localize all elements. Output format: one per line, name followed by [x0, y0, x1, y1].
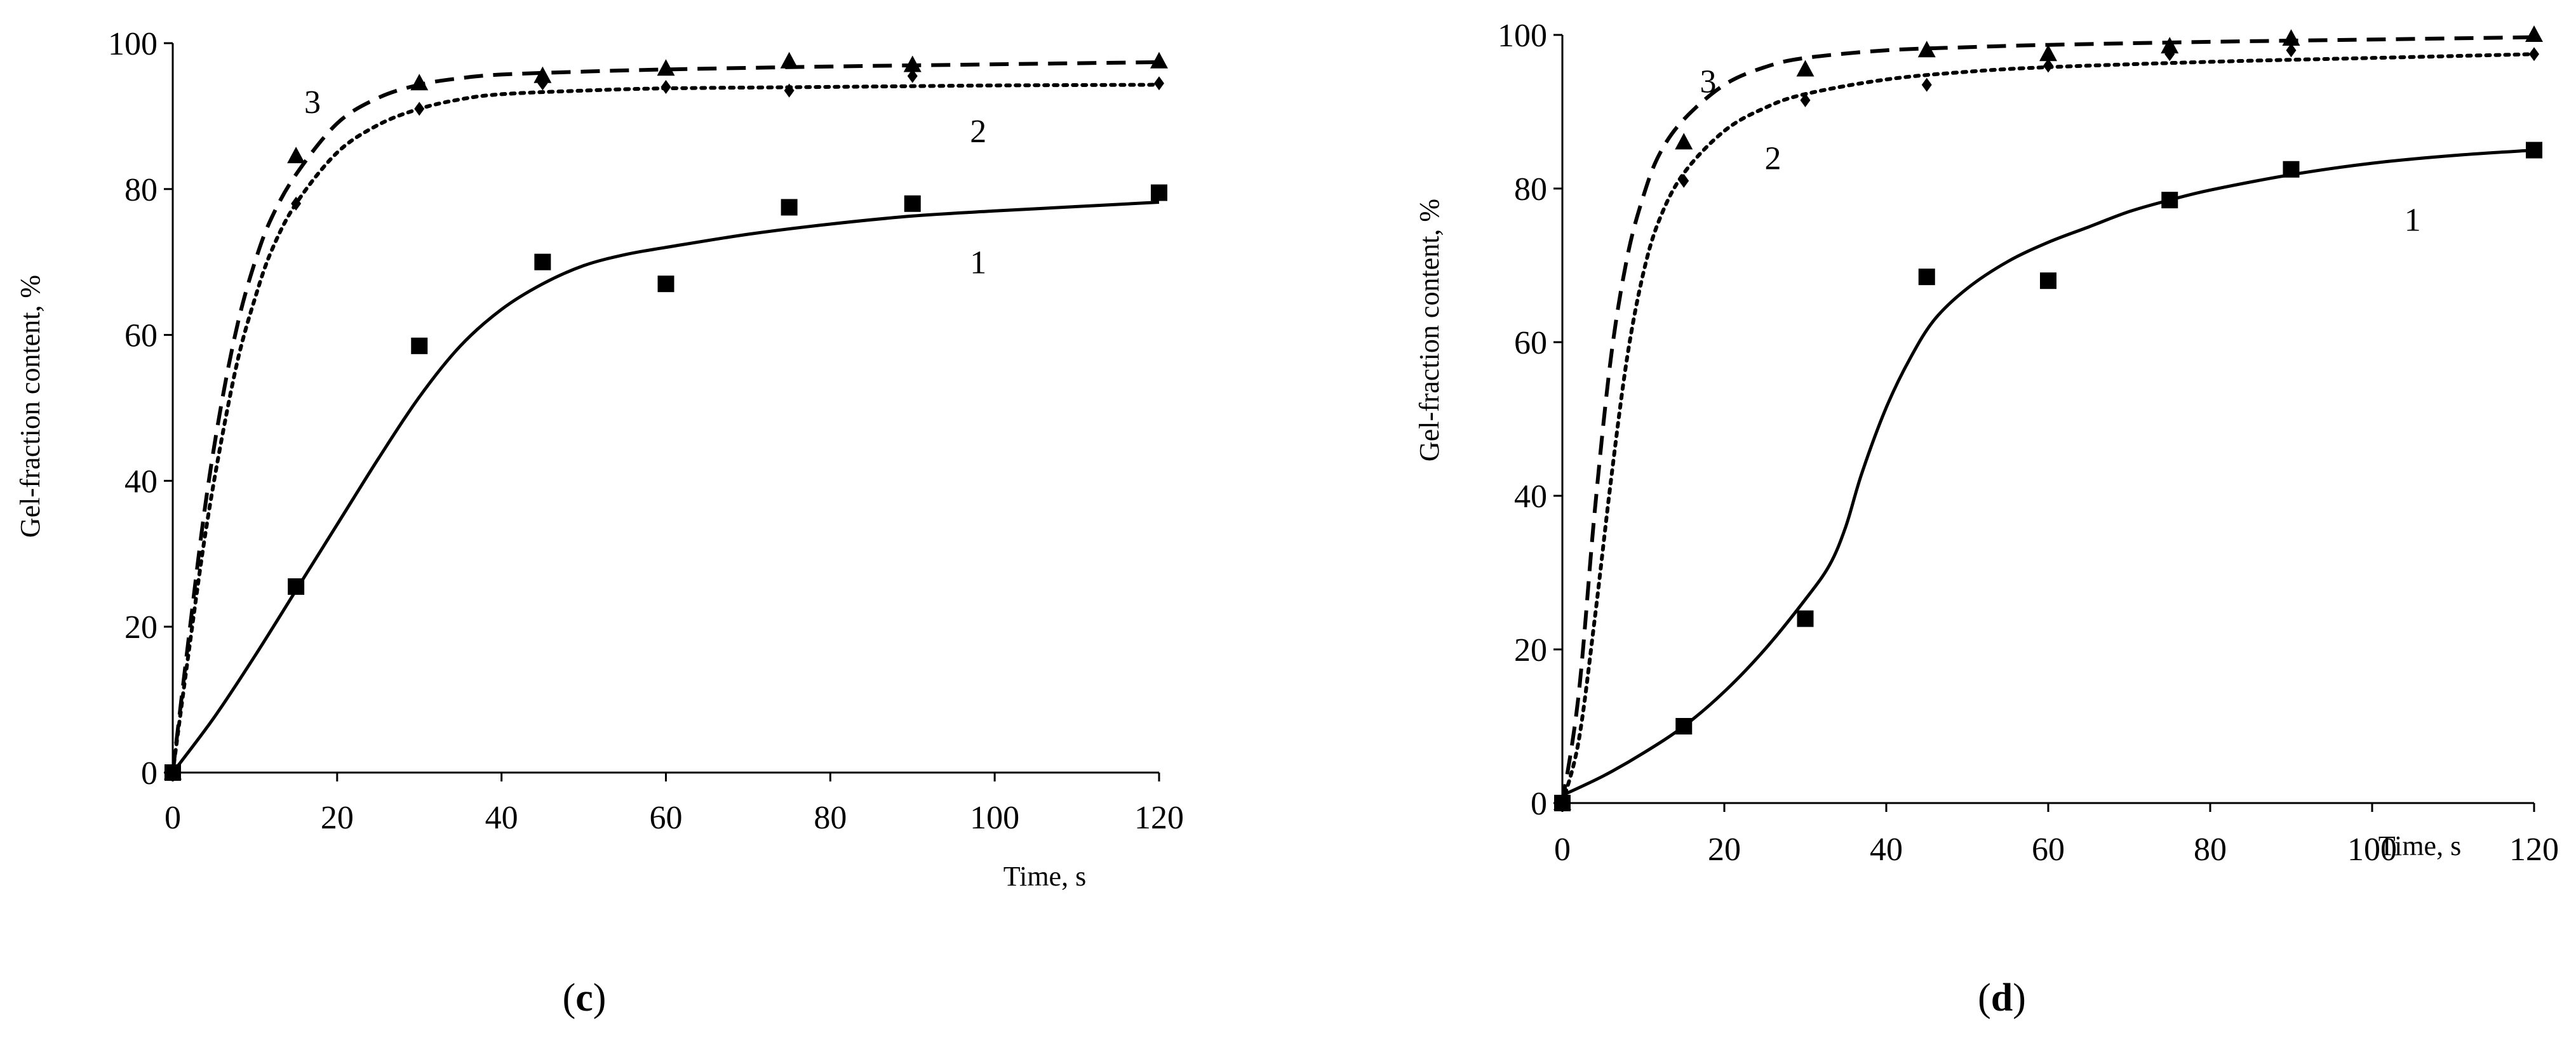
chart-c-ytick-label-20: 20	[124, 609, 158, 646]
chart-d-series-3-point-4	[2039, 44, 2057, 62]
chart-panel-c: 1 2 3 0 20 40 60 80 100 0 20 40 60 80 100 120 Gel-frac…	[15, 26, 1184, 1020]
chart-d-series-3-point-3	[1917, 41, 1936, 58]
chart-d-panel-letter: d	[1991, 976, 2013, 1020]
chart-c-series-1-point-3	[534, 253, 551, 270]
chart-c-series-2-point-2	[414, 102, 425, 116]
chart-c-series-2-point-4	[661, 79, 671, 94]
chart-c-ytick-label-80: 80	[124, 172, 158, 208]
chart-d-curve-label-1: 1	[2405, 202, 2421, 238]
chart-c-series-3	[164, 51, 1168, 780]
chart-d-xtick-label-60: 60	[2032, 832, 2065, 868]
chart-c-series-1-point-1	[288, 578, 305, 595]
chart-c-curve-label-1: 1	[970, 245, 986, 281]
chart-c-series-2-point-1	[291, 196, 302, 211]
chart-c-series-2-point-7	[1154, 76, 1164, 91]
chart-c-series-2-fit-line	[171, 83, 1161, 774]
chart-d-series-3-fit-line	[1560, 35, 2535, 804]
chart-c-series-1-point-2	[411, 337, 428, 354]
chart-d-series-3-point-1	[1675, 133, 1693, 150]
chart-c-series-1-point-6	[904, 195, 921, 212]
chart-c-panel-letter: c	[575, 976, 593, 1020]
chart-c-ytick-label-100: 100	[108, 26, 158, 62]
chart-c-series-3-point-2	[410, 74, 429, 91]
chart-c-series-3-point-1	[287, 147, 305, 164]
chart-d-series-1-point-3	[1918, 269, 1935, 286]
chart-c-curve-label-3: 3	[304, 84, 321, 121]
chart-d-series-1	[1554, 142, 2542, 811]
chart-d-curve-label-2: 2	[1765, 141, 1781, 177]
chart-c-series-3-point-3	[533, 66, 552, 83]
chart-c-series-2-point-6	[907, 69, 918, 83]
chart-c-series-3-point-6	[903, 55, 922, 72]
chart-c-xtick-label-100: 100	[970, 800, 1019, 836]
chart-d-series-1-point-4	[2040, 272, 2056, 289]
chart-c-series-1	[164, 184, 1167, 781]
chart-c-xtick-label-40: 40	[485, 800, 518, 836]
chart-c-series-1-point-7	[1151, 184, 1167, 201]
chart-d-xtick-label-120: 120	[2509, 832, 2559, 868]
chart-c-series-1-point-5	[781, 199, 798, 216]
chart-d-series-1-point-2	[1797, 610, 1814, 627]
chart-c-xtick-label-120: 120	[1134, 800, 1184, 836]
chart-d-series-3-point-2	[1796, 60, 1815, 77]
chart-c-marks: 1 2 3	[164, 51, 1168, 781]
chart-d-series-2-point-2	[1800, 93, 1811, 107]
chart-d-series-2-fit-line	[1560, 52, 2536, 805]
chart-d-series-1-point-1	[1675, 718, 1693, 734]
chart-d-series-3-point-6	[2282, 29, 2300, 46]
chart-d-series-2-point-4	[2043, 58, 2053, 73]
chart-d-series-1-point-6	[2283, 161, 2300, 178]
chart-c-axes: 0 20 40 60 80 100 0 20 40 60 80 100 120	[108, 26, 1184, 836]
chart-c-xtick-label-80: 80	[814, 800, 847, 836]
chart-d-series-2	[1557, 43, 2539, 810]
chart-d-ytick-label-20: 20	[1514, 632, 1547, 668]
chart-c-xtick-label-60: 60	[650, 800, 683, 836]
chart-c-ylabel: Gel-fraction content, %	[15, 275, 46, 538]
chart-d-curve-label-3: 3	[1700, 64, 1717, 100]
chart-d-panel-label: (d)	[1978, 976, 2026, 1020]
chart-c-series-3-point-7	[1150, 51, 1168, 69]
chart-c-series-1-point-4	[657, 276, 674, 293]
chart-d-series-3-point-7	[2525, 25, 2543, 42]
chart-d-xtick-label-80: 80	[2194, 832, 2227, 868]
chart-c-series-2-point-5	[784, 83, 795, 98]
chart-c-ytick-label-60: 60	[124, 318, 158, 354]
chart-d-xtick-label-0: 0	[1554, 832, 1571, 868]
chart-d-ytick-label-40: 40	[1514, 479, 1547, 515]
chart-d-xtick-label-100: 100	[2347, 832, 2397, 868]
chart-c-series-2	[168, 69, 1164, 780]
chart-d-marks: 1 2 3	[1553, 25, 2543, 811]
chart-c-series-2-point-3	[537, 76, 548, 91]
chart-c-panel-label: (c)	[563, 976, 607, 1020]
chart-d-series-1-point-5	[2161, 192, 2178, 209]
chart-d-xtick-label-40: 40	[1870, 832, 1903, 868]
chart-panel-d: 1 2 3 0 20 40 60 80 100 0 20 40 60 80 100 120 Gel-frac…	[1414, 18, 2559, 1020]
chart-d-series-3	[1553, 25, 2543, 810]
chart-d-ytick-label-0: 0	[1531, 786, 1547, 822]
chart-c-series-3-point-4	[657, 59, 675, 76]
chart-d-ytick-label-100: 100	[1498, 18, 1547, 54]
chart-d-ytick-label-60: 60	[1514, 325, 1547, 361]
chart-c-ytick-label-40: 40	[124, 463, 158, 500]
chart-d-series-2-point-6	[2286, 43, 2297, 58]
chart-d-ytick-label-80: 80	[1514, 171, 1547, 208]
chart-d-series-2-point-1	[1679, 173, 1689, 188]
chart-d-xlabel: Time, s	[2378, 830, 2461, 861]
chart-d-axes: 0 20 40 60 80 100 0 20 40 60 80 100 120	[1498, 18, 2559, 868]
chart-d-series-3-point-5	[2161, 37, 2179, 54]
chart-c-xtick-label-20: 20	[321, 800, 354, 836]
chart-d-series-1-point-7	[2526, 142, 2542, 159]
chart-c-xtick-label-0: 0	[164, 800, 181, 836]
chart-c-series-3-fit-line	[171, 60, 1160, 773]
chart-d-series-1-fit-line	[1561, 149, 2535, 797]
chart-d-series-2-point-3	[1921, 77, 1932, 92]
chart-c-ytick-label-0: 0	[141, 755, 158, 792]
chart-c-series-3-point-5	[780, 51, 798, 69]
chart-d-ylabel: Gel-fraction content, %	[1414, 199, 1445, 462]
chart-d-xtick-label-20: 20	[1708, 832, 1741, 868]
chart-c-xlabel: Time, s	[1003, 861, 1086, 892]
chart-c-curve-label-2: 2	[970, 114, 986, 150]
chart-d-series-2-point-7	[2529, 47, 2539, 62]
